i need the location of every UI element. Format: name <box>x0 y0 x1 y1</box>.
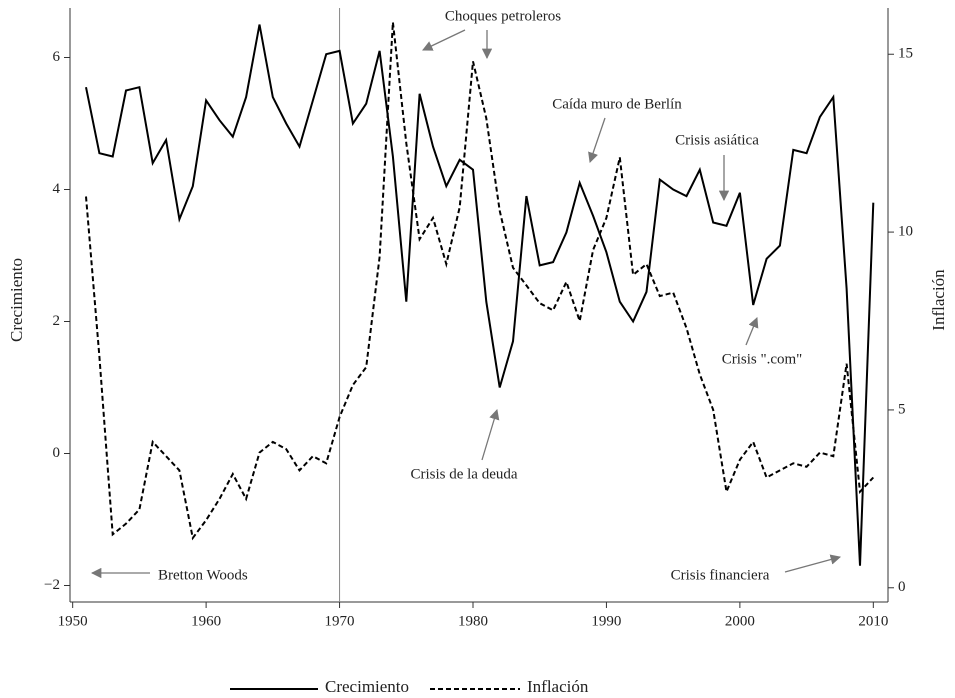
x-tick-label: 1980 <box>458 613 488 629</box>
annotation: Crisis financiera <box>671 567 770 583</box>
y-tick-label: 2 <box>53 313 61 329</box>
annotation-arrow <box>422 29 466 51</box>
y-axis-label: Crecimiento <box>7 258 26 342</box>
legend-label: Inflación <box>527 677 589 696</box>
x-tick-label: 2010 <box>858 613 888 629</box>
y2-tick-label: 5 <box>898 401 906 417</box>
y-tick-label: 6 <box>53 49 61 65</box>
annotation: Caída muro de Berlín <box>552 96 682 112</box>
y2-tick-label: 0 <box>898 579 906 595</box>
y-tick-label: −2 <box>44 577 60 593</box>
x-tick-label: 1950 <box>58 613 88 629</box>
series-line <box>85 22 875 541</box>
annotation-arrow <box>588 117 606 163</box>
y2-tick-label: 15 <box>898 46 913 62</box>
x-tick-label: 1970 <box>325 613 355 629</box>
annotation-arrow <box>745 317 759 346</box>
y2-axis-label: Inflación <box>929 269 948 331</box>
annotation: Choques petroleros <box>445 8 561 24</box>
annotation: Bretton Woods <box>158 567 248 583</box>
annotation: Crisis asiática <box>675 132 759 148</box>
series-line <box>85 24 875 566</box>
annotation: Crisis de la deuda <box>410 466 517 482</box>
x-tick-label: 1990 <box>591 613 621 629</box>
x-tick-label: 2000 <box>725 613 755 629</box>
legend-label: Crecimiento <box>325 677 409 696</box>
annotation-arrow <box>481 409 500 461</box>
y-tick-label: 4 <box>53 181 61 197</box>
annotation: Crisis ".com" <box>722 351 803 367</box>
annotation-arrow <box>784 554 842 573</box>
y2-tick-label: 10 <box>898 224 913 240</box>
y-tick-label: 0 <box>53 445 61 461</box>
x-tick-label: 1960 <box>191 613 221 629</box>
